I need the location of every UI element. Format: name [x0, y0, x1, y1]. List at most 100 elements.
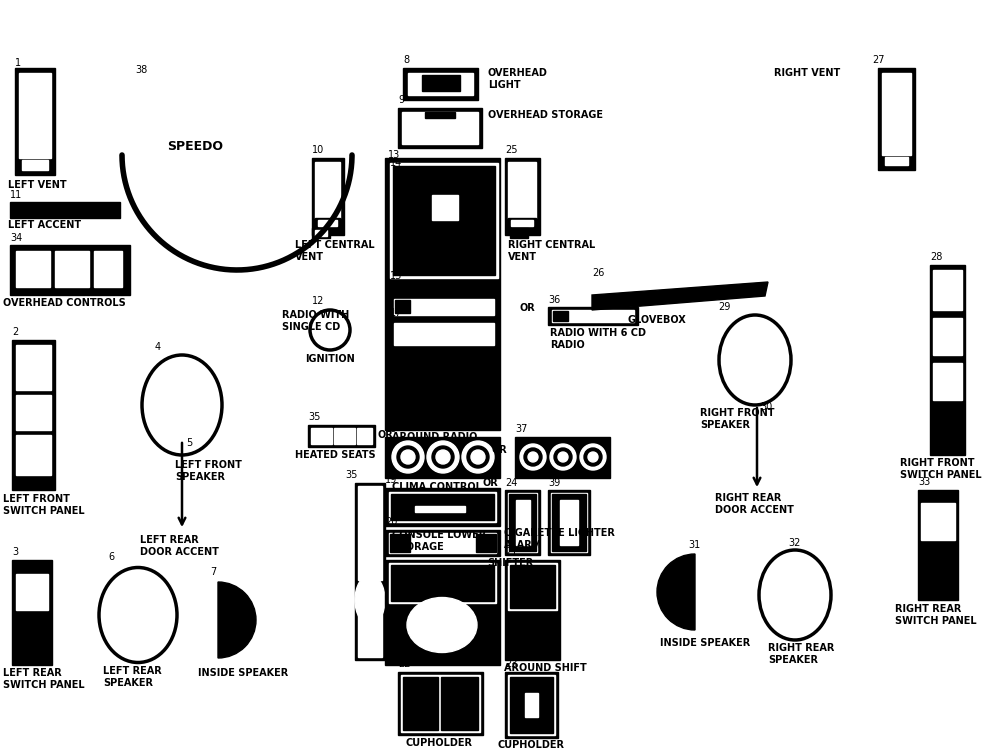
Polygon shape	[385, 530, 500, 556]
Polygon shape	[508, 675, 555, 735]
Polygon shape	[398, 108, 482, 148]
Polygon shape	[308, 425, 375, 447]
Text: RIGHT VENT: RIGHT VENT	[774, 68, 840, 78]
Text: 11: 11	[10, 190, 22, 200]
Polygon shape	[508, 162, 536, 218]
Circle shape	[528, 452, 538, 462]
Polygon shape	[390, 163, 498, 278]
Text: 4: 4	[155, 342, 161, 352]
Polygon shape	[390, 534, 410, 552]
Polygon shape	[403, 677, 438, 730]
Circle shape	[432, 446, 454, 468]
Text: OR: OR	[491, 445, 507, 455]
Polygon shape	[515, 437, 610, 478]
Text: 14: 14	[390, 158, 402, 168]
Text: OVERHEAD STORAGE: OVERHEAD STORAGE	[488, 110, 603, 120]
Polygon shape	[16, 345, 51, 390]
Wedge shape	[657, 554, 695, 630]
Polygon shape	[921, 503, 955, 540]
Circle shape	[554, 448, 572, 466]
Text: 2: 2	[12, 327, 18, 337]
Text: LEFT REAR
SPEAKER: LEFT REAR SPEAKER	[103, 666, 162, 688]
Text: 17: 17	[390, 308, 402, 318]
Circle shape	[584, 448, 602, 466]
Polygon shape	[385, 158, 500, 430]
Polygon shape	[358, 486, 382, 580]
Polygon shape	[548, 307, 638, 325]
Polygon shape	[930, 265, 965, 455]
Polygon shape	[16, 395, 51, 430]
Text: CLIMA CONTROL: CLIMA CONTROL	[392, 482, 482, 492]
Polygon shape	[385, 560, 500, 665]
Text: IGNITION: IGNITION	[305, 354, 355, 364]
Polygon shape	[551, 493, 587, 552]
Polygon shape	[398, 672, 483, 735]
Polygon shape	[878, 68, 915, 170]
Polygon shape	[22, 160, 48, 170]
Text: INSIDE SPEAKER: INSIDE SPEAKER	[198, 668, 288, 678]
Text: 1: 1	[15, 58, 21, 68]
Text: CIGARETTE LIGHTER
ALARM: CIGARETTE LIGHTER ALARM	[504, 528, 615, 550]
Text: 29: 29	[718, 302, 730, 312]
Text: SHIFTER: SHIFTER	[487, 558, 533, 568]
Text: 18: 18	[385, 424, 397, 434]
Polygon shape	[315, 162, 340, 218]
Polygon shape	[505, 158, 540, 235]
Text: 34: 34	[10, 233, 22, 243]
Text: SPEEDO: SPEEDO	[167, 140, 223, 153]
Polygon shape	[94, 251, 122, 287]
Polygon shape	[357, 428, 372, 444]
Text: 6: 6	[108, 552, 114, 562]
Polygon shape	[355, 483, 385, 660]
Polygon shape	[882, 73, 911, 155]
Polygon shape	[12, 340, 55, 490]
Text: OVERHEAD CONTROLS: OVERHEAD CONTROLS	[3, 298, 126, 308]
Text: LEFT VENT: LEFT VENT	[8, 180, 67, 190]
Ellipse shape	[355, 575, 385, 625]
Polygon shape	[525, 693, 538, 717]
Polygon shape	[12, 560, 52, 665]
Text: 20: 20	[385, 517, 397, 527]
Polygon shape	[505, 560, 560, 660]
Text: HEATED SEATS: HEATED SEATS	[295, 450, 376, 460]
Wedge shape	[218, 582, 256, 658]
Polygon shape	[441, 677, 478, 730]
Text: 27: 27	[872, 55, 885, 65]
Polygon shape	[408, 73, 473, 95]
Polygon shape	[16, 435, 51, 475]
Text: LEFT FRONT
SPEAKER: LEFT FRONT SPEAKER	[175, 460, 242, 482]
Polygon shape	[10, 245, 130, 295]
Polygon shape	[509, 494, 536, 551]
Text: 7: 7	[210, 567, 216, 577]
Polygon shape	[10, 202, 120, 218]
Polygon shape	[933, 270, 962, 310]
Polygon shape	[19, 73, 51, 158]
Text: 30: 30	[760, 402, 772, 412]
Text: INSIDE SPEAKER: INSIDE SPEAKER	[660, 638, 750, 648]
Polygon shape	[15, 68, 55, 175]
Polygon shape	[391, 494, 494, 520]
Text: RADIO WITH 6 CD: RADIO WITH 6 CD	[550, 328, 646, 338]
Circle shape	[524, 448, 542, 466]
Circle shape	[427, 441, 459, 473]
Polygon shape	[312, 228, 330, 238]
Text: 38: 38	[135, 65, 147, 75]
Polygon shape	[422, 75, 460, 91]
Text: LEFT ACCENT: LEFT ACCENT	[8, 220, 81, 230]
Text: RIGHT FRONT
SWITCH PANEL: RIGHT FRONT SWITCH PANEL	[900, 458, 982, 479]
Text: RIGHT REAR
SPEAKER: RIGHT REAR SPEAKER	[768, 643, 834, 664]
Text: 22: 22	[398, 659, 411, 669]
Circle shape	[392, 441, 424, 473]
Text: ACCENT: ACCENT	[423, 283, 457, 292]
Polygon shape	[334, 428, 355, 444]
Text: OR: OR	[519, 303, 535, 313]
Polygon shape	[55, 251, 89, 287]
Circle shape	[471, 450, 485, 464]
Polygon shape	[394, 299, 494, 315]
Polygon shape	[508, 493, 537, 552]
Circle shape	[462, 441, 494, 473]
Polygon shape	[391, 565, 494, 601]
Polygon shape	[592, 282, 768, 310]
Polygon shape	[393, 166, 495, 275]
Polygon shape	[476, 534, 496, 552]
